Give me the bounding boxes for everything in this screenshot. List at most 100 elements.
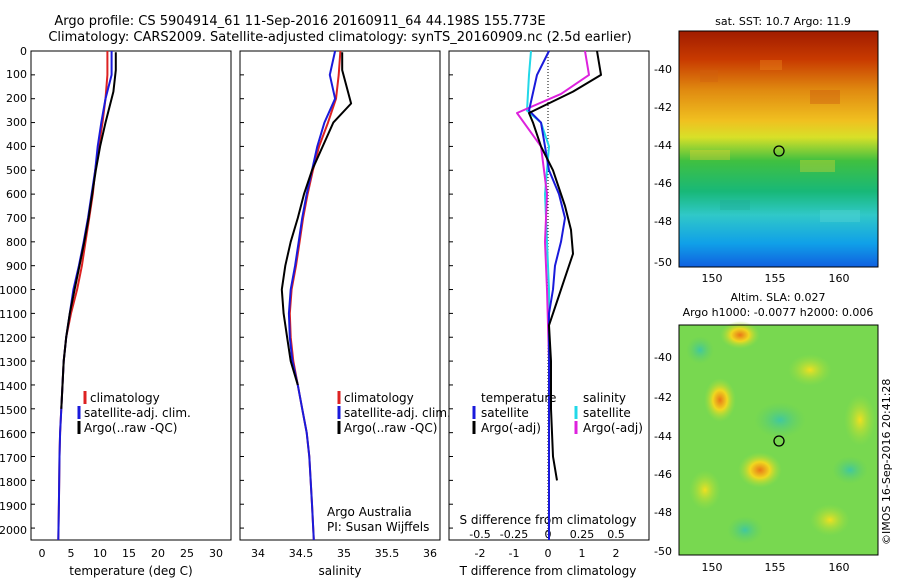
sst-lon-tick: 150 [702,272,723,285]
legend-salinity-heading: salinity [583,391,626,405]
sst-lat-tick: -40 [654,63,672,76]
sla-map-title-1: Altim. SLA: 0.027 [730,291,825,304]
depth-tick: 1400 [0,380,27,393]
temperature-x-tick: 5 [68,547,75,560]
depth-tick: 500 [6,164,27,177]
temperature-x-label: temperature (deg C) [69,564,192,578]
s-difference-tick: 0.5 [607,528,625,541]
legend-label: Argo(-adj) [481,421,541,435]
sst-map-xticks: 150 155 160 [702,272,850,285]
depth-tick: 600 [6,188,27,201]
depth-tick: 1800 [0,476,27,489]
sla-map-yticks: -40 -42 -44 -46 -48 -50 [654,351,672,558]
temperature-x-tick: 0 [39,547,46,560]
depth-tick: 700 [6,212,27,225]
legend-label: Argo(..raw -QC) [344,421,437,435]
legend-label: Argo(..raw -QC) [84,421,177,435]
temperature-x-tick: 25 [180,547,194,560]
sst-lat-tick: -50 [654,256,672,269]
satellite-adj-line [287,50,337,541]
sla-map-xticks: 150 155 160 [702,561,850,574]
depth-tick: 900 [6,260,27,273]
sla-lat-tick: -42 [654,391,672,404]
sla-lat-tick: -50 [654,545,672,558]
sla-map-title-2: Argo h1000: -0.0077 h2000: 0.006 [683,306,874,319]
temperature-x-tick: 20 [151,547,165,560]
depth-tick-labels: 0 100 200 300 400 500 600 700 800 900 10… [0,45,27,537]
temperature-legend: climatology satellite-adj. clim. Argo(..… [77,391,191,435]
salinity-legend: climatology satellite-adj. clim. Argo(..… [337,391,451,435]
salinity-x-label: salinity [318,564,361,578]
difference-x-tick: -2 [475,547,486,560]
s-difference-tick: 0.25 [570,528,595,541]
temperature-series-group [57,51,117,541]
salinity-x-tick: 34.5 [289,547,314,560]
sla-lon-tick: 160 [829,561,850,574]
legend-label: climatology [344,391,414,405]
difference-legend: temperature satellite Argo(-adj) salinit… [472,391,643,435]
sla-map-eddies [686,321,876,544]
satellite-adj-line [57,51,113,541]
legend-label: satellite-adj. clim. [84,406,191,420]
title-line-2: Climatology: CARS2009. Satellite-adjuste… [48,30,631,45]
sla-lat-tick: -48 [654,506,672,519]
argo-line [60,52,117,409]
sst-lon-tick: 160 [829,272,850,285]
depth-tick: 200 [6,92,27,105]
imos-timestamp: ©IMOS 16-Sep-2016 20:41:28 [880,379,893,545]
sla-lat-tick: -46 [654,468,672,481]
depth-tick-marks [31,50,453,529]
sst-lat-tick: -44 [654,139,672,152]
sla-map-frame [678,324,879,556]
sla-lon-tick: 155 [765,561,786,574]
depth-tick: 100 [6,68,27,81]
temperature-x-tick: 10 [93,547,107,560]
sst-lat-tick: -42 [654,101,672,114]
salinity-x-tick: 34 [251,547,265,560]
sla-lon-tick: 150 [702,561,723,574]
legend-temperature-heading: temperature [481,391,556,405]
legend-label: satellite-adj. clim. [344,406,451,420]
argo-location-marker [773,145,785,157]
sst-lat-tick: -48 [654,215,672,228]
depth-tick: 1200 [0,332,27,345]
depth-tick: 1100 [0,308,27,321]
t-satellite-line [528,50,566,540]
s-satellite-line [526,50,550,540]
depth-tick: 1000 [0,284,27,297]
argo-location-marker-sla [773,435,785,447]
difference-x-tick: 2 [613,547,620,560]
difference-x-tick: -1 [509,547,520,560]
s-difference-ticks: -0.5 -0.25 0 0.25 0.5 [469,528,624,541]
sst-map-texture [690,60,860,222]
t-argo-line [528,50,602,481]
sst-map-title: sat. SST: 10.7 Argo: 11.9 [715,15,851,28]
sst-map-field [679,31,878,267]
difference-x-tick: 1 [579,547,586,560]
difference-series-group [516,50,602,540]
temperature-x-tick: 30 [209,547,223,560]
temperature-x-tick: 15 [122,547,136,560]
temperature-panel-frame [30,50,232,541]
argo-line [280,52,353,386]
sst-map-frame [678,30,879,268]
sst-map-yticks: -40 -42 -44 -46 -48 -50 [654,63,672,269]
difference-x-ticks: -2 -1 0 1 2 [475,547,620,560]
salinity-x-ticks: 34 34.5 35 35.5 36 [251,547,437,560]
salinity-x-tick: 35.5 [375,547,400,560]
depth-tick: 1900 [0,500,27,513]
depth-tick: 300 [6,116,27,129]
sla-lat-tick: -44 [654,430,672,443]
sla-lat-tick: -40 [654,351,672,364]
legend-label: Argo(-adj) [583,421,643,435]
credit-line-2: PI: Susan Wijffels [327,520,429,534]
legend-label: satellite [583,406,631,420]
sst-lat-tick: -46 [654,177,672,190]
legend-label: satellite [481,406,529,420]
difference-x-label: T difference from climatology [459,564,637,578]
salinity-series-group [280,50,353,541]
sst-lon-tick: 155 [765,272,786,285]
depth-tick: 1600 [0,428,27,441]
salinity-panel-frame [239,50,441,541]
